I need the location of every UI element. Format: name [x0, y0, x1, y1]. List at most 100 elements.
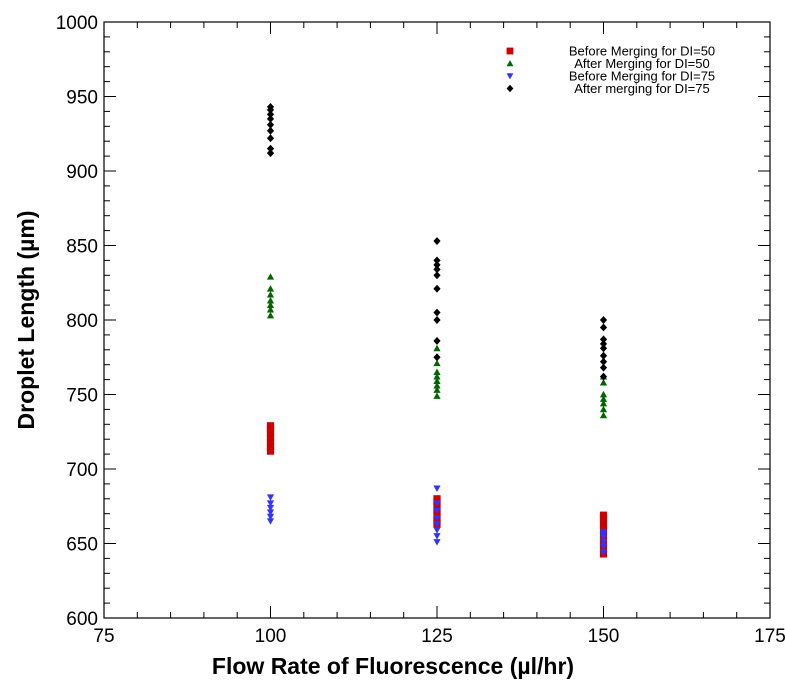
data-point [433, 353, 441, 362]
data-point [433, 500, 441, 507]
data-point [433, 377, 441, 384]
data-point [433, 265, 441, 274]
series-3 [266, 485, 608, 557]
x-tick-label: 75 [93, 626, 114, 647]
data-point [266, 311, 275, 319]
data-point [433, 515, 441, 522]
data-points [266, 102, 608, 558]
data-point [433, 368, 441, 376]
data-point [599, 520, 608, 528]
x-tick-label: 125 [421, 626, 453, 647]
data-point [599, 339, 608, 348]
data-point [266, 144, 275, 153]
y-tick-label: 750 [66, 386, 98, 407]
data-point [433, 237, 441, 245]
data-point [599, 316, 608, 324]
data-point [599, 399, 608, 407]
data-point [266, 500, 275, 507]
data-point [433, 344, 441, 352]
data-point [599, 405, 608, 413]
data-point [266, 504, 275, 512]
data-point [266, 429, 275, 437]
data-point [599, 543, 608, 551]
data-point [266, 422, 275, 430]
data-point [266, 509, 275, 516]
data-point [266, 447, 275, 455]
x-tick-label: 100 [255, 626, 287, 647]
data-point [599, 395, 608, 402]
data-point [266, 102, 275, 111]
y-tick-label: 900 [66, 162, 98, 183]
data-point [599, 528, 608, 536]
data-point [433, 308, 441, 317]
y-tick-label: 950 [66, 88, 98, 109]
data-point [266, 114, 275, 123]
data-point [433, 507, 441, 515]
y-tick-label: 650 [66, 535, 98, 556]
data-point [266, 110, 275, 119]
data-point [266, 513, 275, 521]
data-point [599, 344, 608, 353]
data-point [433, 260, 441, 269]
legend-label: After merging for DI=75 [574, 81, 709, 96]
data-point [599, 511, 608, 519]
legend-label: After Merging for DI=50 [574, 56, 709, 71]
data-point [266, 434, 275, 442]
data-point [433, 271, 441, 280]
y-tick-label: 600 [66, 609, 98, 630]
x-axis-ticks: 75 100 125 150 175 [93, 22, 785, 647]
x-tick-label: 175 [754, 626, 785, 647]
y-tick-label: 800 [66, 311, 98, 332]
legend-marker [506, 84, 514, 93]
data-point [266, 134, 275, 143]
data-point [433, 521, 441, 528]
data-point [433, 511, 441, 519]
series-4 [266, 102, 608, 381]
data-point [433, 359, 441, 367]
minor-ticks [104, 22, 770, 618]
data-point [266, 518, 275, 525]
data-point [266, 291, 275, 298]
data-point [433, 373, 441, 380]
x-tick-label: 150 [588, 626, 620, 647]
legend-marker [506, 47, 514, 55]
data-point [433, 485, 441, 492]
data-point [433, 533, 441, 540]
data-point [599, 549, 608, 557]
data-point [599, 411, 608, 419]
data-point [266, 149, 275, 158]
legend-marker [506, 60, 514, 67]
legend-label: Before Merging for DI=75 [569, 69, 715, 84]
x-axis-title: Flow Rate of Fluorescence (µl/hr) [212, 653, 574, 679]
data-point [433, 381, 441, 389]
y-tick-label: 700 [66, 460, 98, 481]
data-point [433, 386, 441, 393]
data-point [433, 284, 441, 293]
data-point [266, 297, 275, 304]
data-point [599, 335, 608, 344]
data-point [266, 438, 275, 446]
legend-marker [506, 73, 514, 80]
data-point [599, 323, 608, 332]
data-point [599, 363, 608, 372]
data-point [599, 351, 608, 360]
data-point [599, 372, 608, 381]
data-point [433, 256, 441, 265]
data-point [433, 316, 441, 324]
data-point [266, 285, 275, 292]
data-point [266, 305, 275, 313]
data-point [266, 120, 275, 129]
legend-label: Before Merging for DI=50 [569, 44, 715, 59]
data-point [433, 527, 441, 534]
data-point [433, 392, 441, 399]
data-point [266, 126, 275, 135]
data-point [599, 390, 608, 398]
y-tick-label: 1000 [56, 13, 98, 34]
data-point [266, 443, 275, 451]
data-point [266, 273, 275, 280]
data-point [599, 539, 608, 546]
data-point [599, 357, 608, 366]
